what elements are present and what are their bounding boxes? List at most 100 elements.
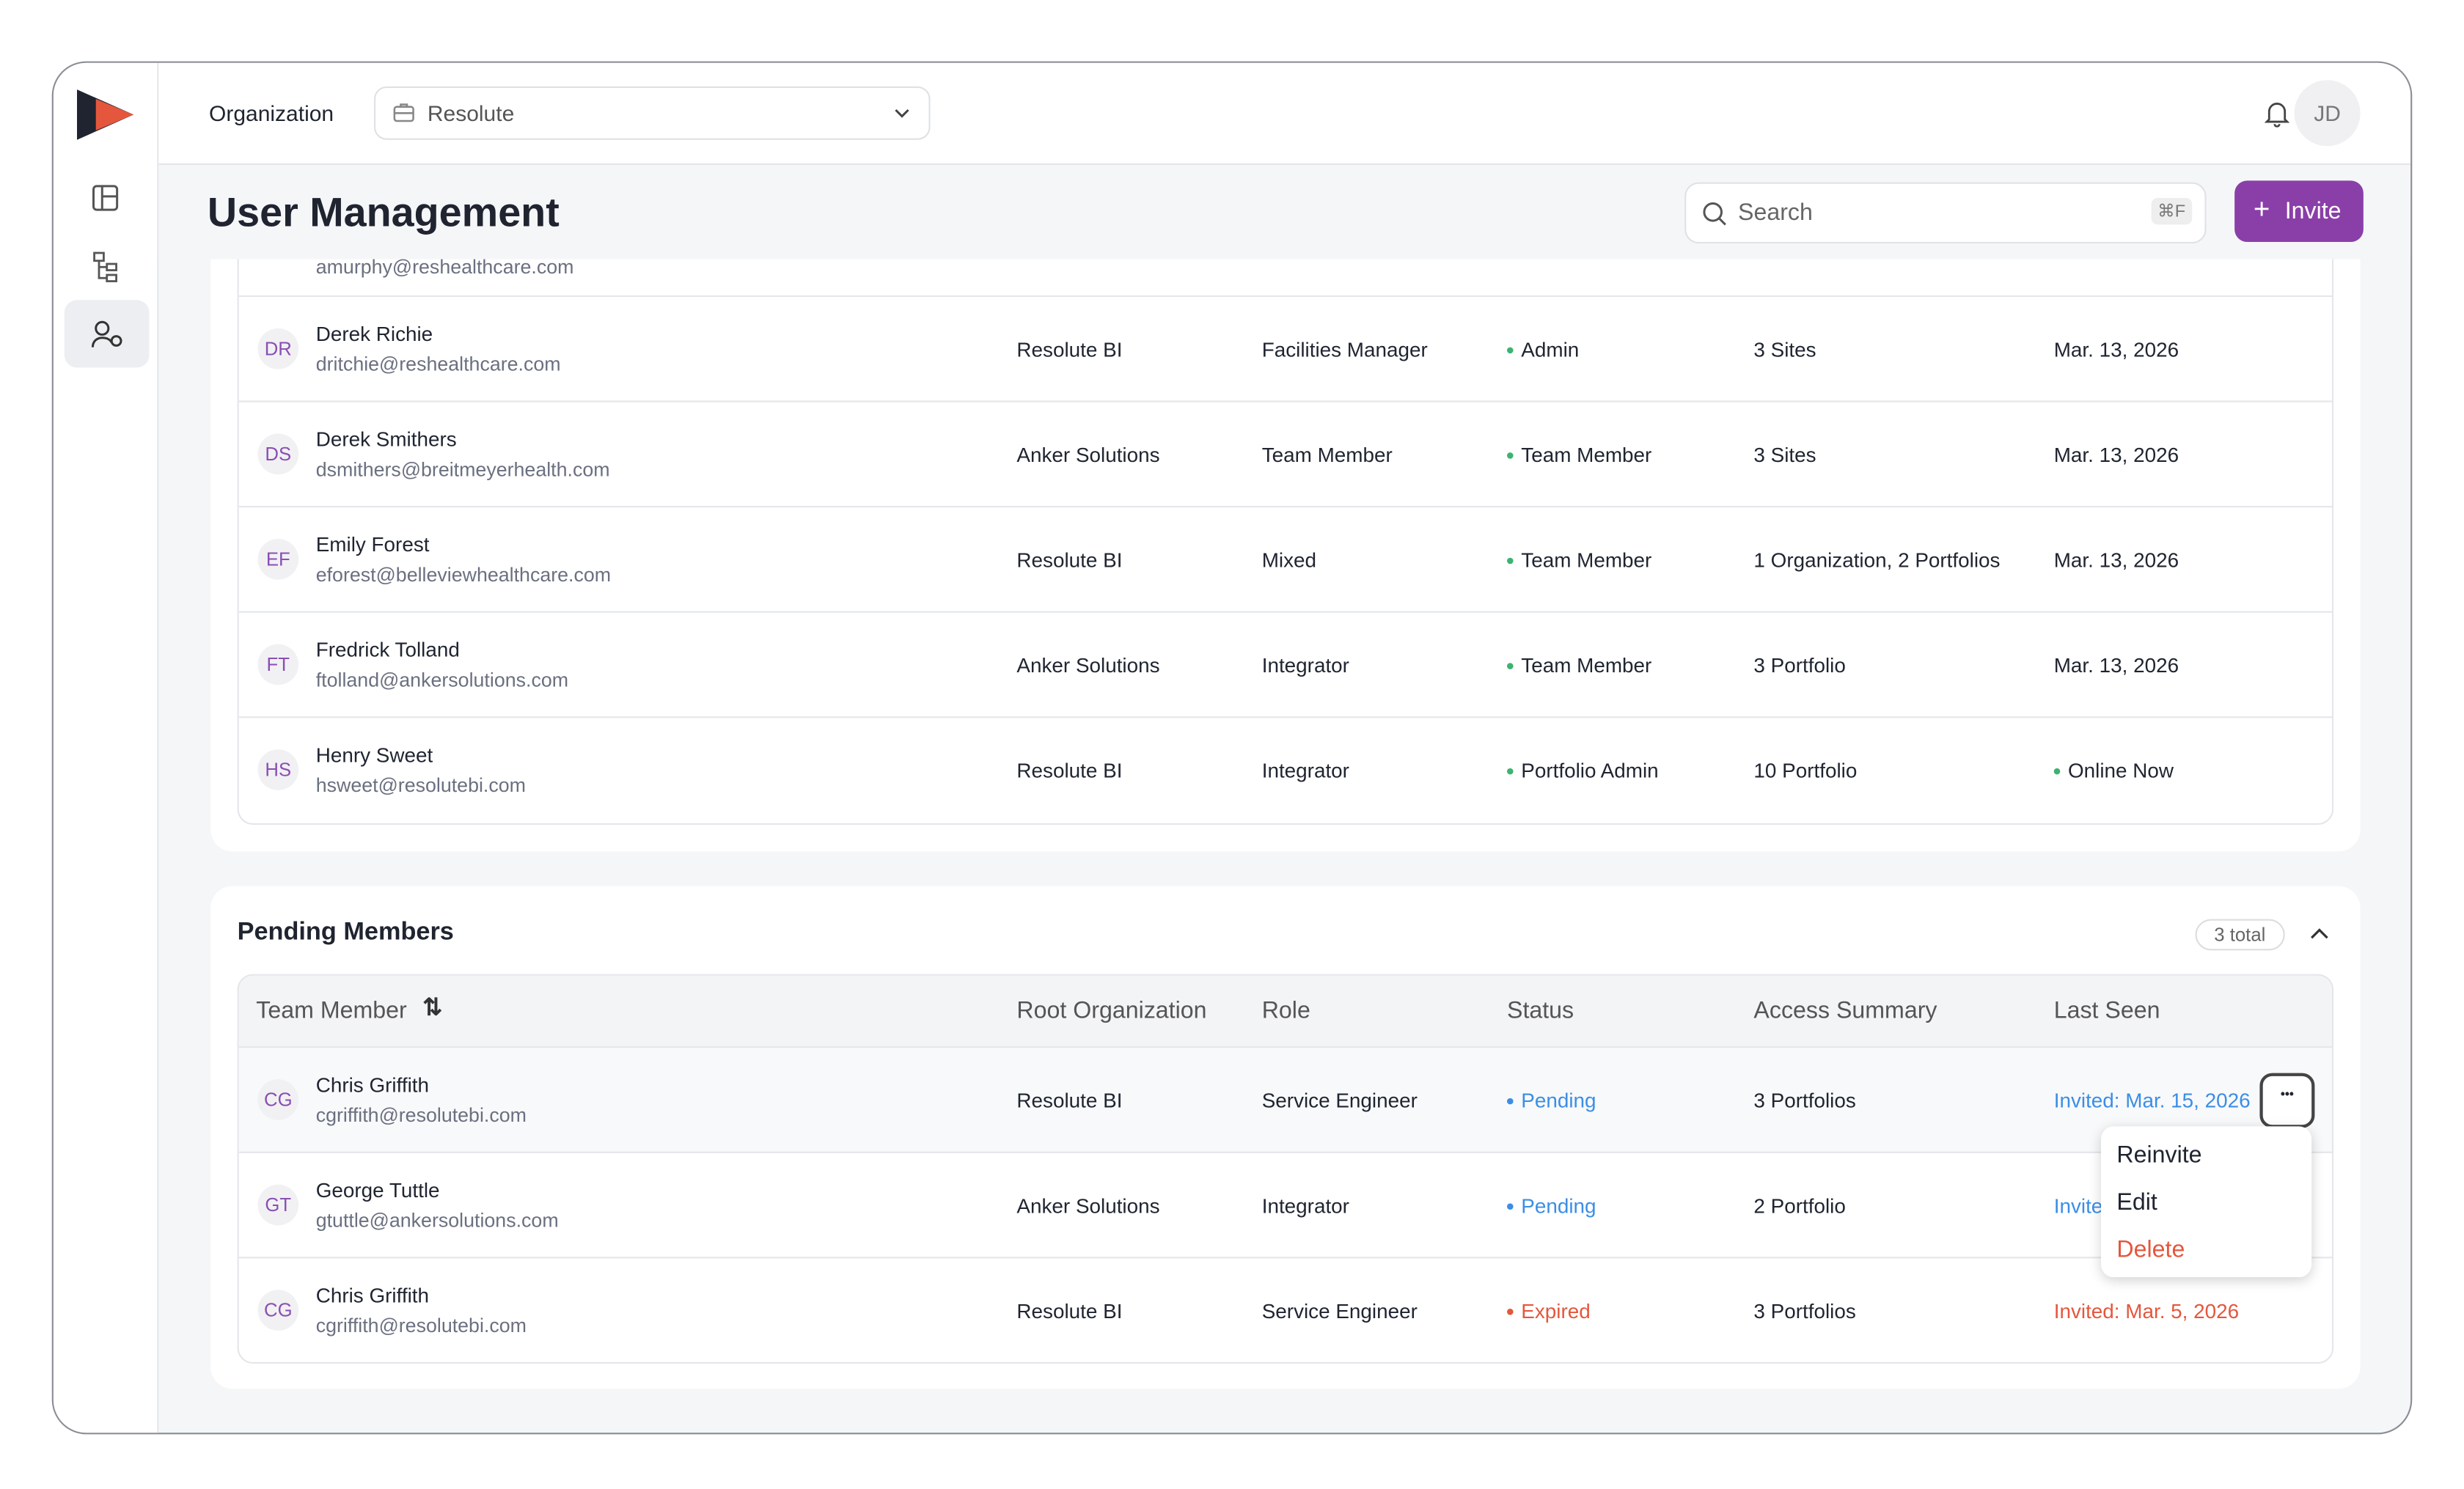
logo [77,89,134,140]
bell-icon[interactable] [2264,99,2290,128]
access: 2 Portfolio [1753,1194,1846,1218]
table-row: FT Fredrick Tolland ftolland@ankersolution… [238,611,2332,718]
column-header: Team Member [256,997,407,1025]
top-bar: Organization Resolute JD [158,62,2411,165]
chevron [895,109,909,118]
page-title: User Management [207,188,560,236]
table-row: CG Chris Griffith cgriffith@resolutebi.com… [238,1257,2332,1362]
organization: Anker Solutions [1016,443,1160,467]
menu-item[interactable]: Edit [2116,1189,2157,1216]
role: Integrator [1261,759,1349,783]
status-dot [1507,1098,1514,1105]
last-seen: Invited: Mar. 5, 2026 [2053,1299,2240,1323]
name: Fredrick Tolland [315,638,460,662]
search-icon [1703,202,1726,226]
status-dot [1507,1309,1514,1315]
name: Chris Griffith [315,1283,429,1307]
status-dot [1507,347,1514,354]
title-bar: User Management Search ⌘F + Invite [158,165,2411,260]
table-row: HS Henry Sweet hsweet@resolutebi.com Resolu… [238,716,2332,823]
status: Team Member [1521,653,1652,677]
dashboard-icon[interactable] [91,184,120,213]
status-dot [1507,663,1514,669]
status: Pending [1521,1089,1596,1113]
members-card: amurphy@reshealthcare.com DR Derek Richie d… [210,196,2361,852]
pending-table: Team Member Root Organization Role Status Ac… [237,974,2334,1364]
name: Emily Forest [315,532,430,556]
email: cgriffith@resolutebi.com [315,1104,527,1127]
email: dsmithers@breitmeyerhealth.com [315,458,610,481]
window: Organization Resolute JD amurphy@resheal… [51,61,2413,1435]
initials: CG [257,1290,299,1331]
invite-label: Invite [2284,198,2342,225]
more-button[interactable]: ••• [2259,1073,2315,1128]
name: Henry Sweet [315,743,433,767]
invite-button[interactable]: + Invite [2234,180,2364,242]
shortcut: ⌘F [2151,198,2192,225]
name: George Tuttle [315,1178,440,1202]
online-dot [2053,768,2061,775]
table-row: CG Chris Griffith cgriffith@resolutebi.com… [238,1046,2332,1153]
column-header: Role [1261,997,1310,1025]
search-box[interactable]: Search ⌘F [1684,182,2207,244]
access: 1 Organization, 2 Portfolios [1753,548,2001,572]
last-seen: Online Now [2068,759,2174,783]
column-header: Last Seen [2053,997,2160,1025]
email: hsweet@resolutebi.com [315,774,526,797]
status-dot [1507,557,1514,565]
initials: DS [257,433,299,475]
initials: DR [257,328,299,370]
role: Service Engineer [1261,1299,1418,1323]
role: Team Member [1261,443,1393,467]
initials: GT [257,1184,299,1226]
name: Derek Smithers [315,427,457,451]
status: Expired [1521,1299,1591,1323]
menu-item[interactable]: Reinvite [2116,1141,2202,1169]
access: 10 Portfolio [1753,759,1858,783]
email: ftolland@ankersolutions.com [315,669,569,691]
sidebar [53,62,159,1433]
last-seen: Mar. 13, 2026 [2053,337,2179,361]
last-seen: Mar. 13, 2026 [2053,443,2179,467]
sort-icon: ⇅ [422,994,443,1021]
access: 3 Portfolios [1753,1089,1856,1113]
org-value: Resolute [427,100,515,126]
role: Integrator [1261,1194,1349,1218]
access: 3 Sites [1753,337,1816,361]
avatar[interactable]: JD [2294,80,2361,147]
name: Derek Richie [315,322,433,346]
access: 3 Sites [1753,443,1816,467]
table-row: DS Derek Smithers dsmithers@breitmeyerheal… [238,400,2332,507]
last-seen: Mar. 13, 2026 [2053,653,2179,677]
role: Integrator [1261,653,1349,677]
pending-card: Pending Members 3 total Team Member Root … [210,886,2361,1389]
status: Admin [1521,337,1580,361]
hierarchy-icon[interactable] [91,251,120,283]
table-row: EF Emily Forest eforest@belleviewhealthcar… [238,506,2332,613]
email: cgriffith@resolutebi.com [315,1315,527,1337]
name: Chris Griffith [315,1073,429,1097]
status: Portfolio Admin [1521,759,1659,783]
email: amurphy@reshealthcare.com [315,256,574,279]
header-row: Team Member Root Organization Role Status Ac… [238,975,2332,1047]
status: Team Member [1521,548,1652,572]
organization: Resolute BI [1016,337,1123,361]
users-nav[interactable] [64,300,150,368]
column-header: Status [1507,997,1574,1025]
table-row: DR Derek Richie dritchie@reshealthcare.com… [238,295,2332,402]
column-header: Root Organization [1016,997,1207,1025]
collapse[interactable] [2310,927,2329,939]
search-placeholder: Search [1738,199,1813,227]
organization: Anker Solutions [1016,653,1160,677]
role: Facilities Manager [1261,337,1428,361]
last-seen: Invite [2053,1194,2103,1218]
menu-item[interactable]: Delete [2116,1236,2185,1263]
access: 3 Portfolios [1753,1299,1856,1323]
plus: + [2253,193,2270,225]
initials: EF [257,539,299,580]
org-select[interactable]: Resolute [373,86,931,140]
last-seen: Mar. 13, 2026 [2053,548,2179,572]
initials: FT [257,644,299,685]
